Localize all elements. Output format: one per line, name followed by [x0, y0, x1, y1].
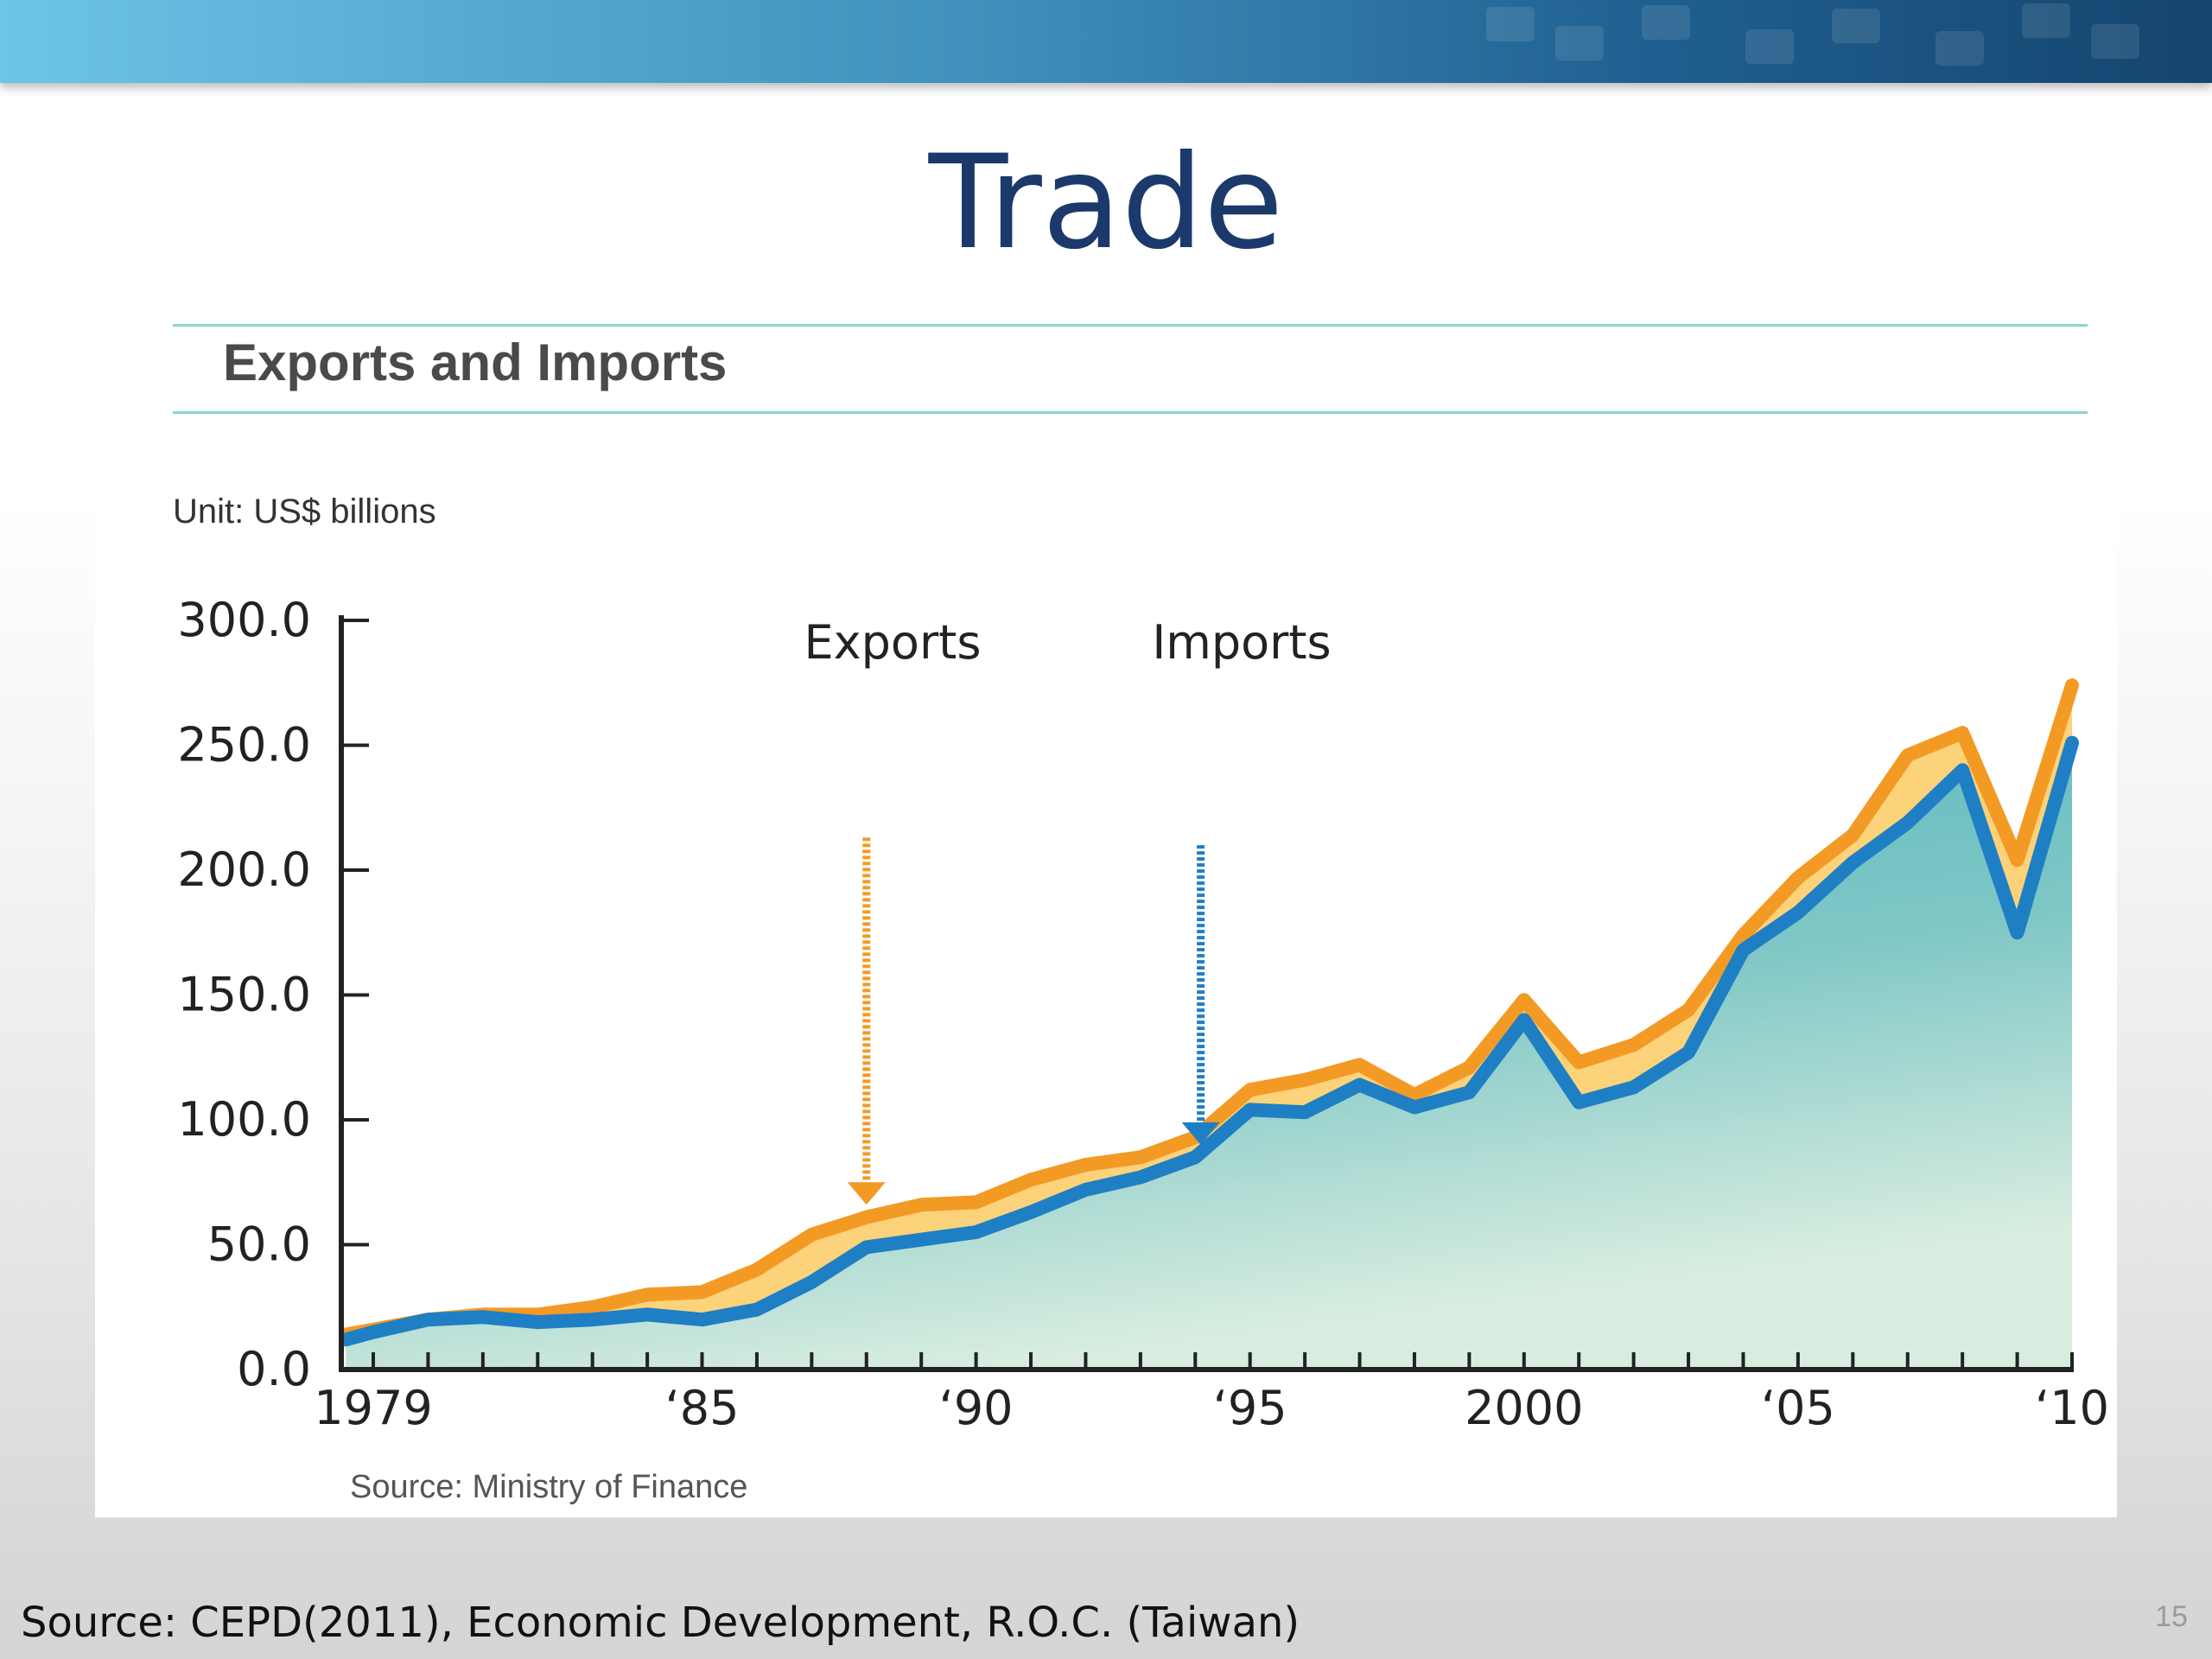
banner-decoration [1382, 0, 2160, 83]
exports-annotation-label: Exports [804, 615, 982, 670]
chart-title: Exports and Imports [223, 334, 728, 391]
exports-arrow-head [847, 1182, 886, 1205]
x-tick-label: ‘05 [1761, 1381, 1835, 1435]
x-tick-label: ‘85 [665, 1381, 740, 1435]
page-number: 15 [2155, 1600, 2188, 1633]
x-tick-label: ‘10 [2035, 1381, 2109, 1435]
x-tick-label: ‘95 [1213, 1381, 1287, 1435]
imports-annotation-label: Imports [1152, 615, 1331, 670]
y-tick-label: 300.0 [177, 593, 311, 647]
y-tick-label: 0.0 [237, 1342, 311, 1396]
imports-line [339, 735, 2079, 1347]
unit-label: Unit: US$ billions [173, 493, 436, 531]
heading-rule-bottom [173, 411, 2088, 414]
y-tick-label: 250.0 [177, 718, 311, 772]
heading-rule-top [173, 324, 2088, 327]
y-tick-label: 100.0 [177, 1092, 311, 1147]
x-tick-label: ‘90 [939, 1381, 1014, 1435]
top-banner [0, 0, 2212, 83]
slide-title: Trade [928, 128, 1284, 278]
y-tick-label: 200.0 [177, 842, 311, 897]
chart-source: Source: Ministry of Finance [350, 1469, 748, 1505]
imports-area [346, 742, 2072, 1370]
x-tick-label: 1979 [314, 1381, 432, 1435]
y-tick-label: 50.0 [207, 1217, 311, 1272]
footer-source: Source: CEPD(2011), Economic Development… [21, 1599, 1300, 1647]
y-tick-label: 150.0 [177, 968, 311, 1022]
imports-arrow-head [1181, 1122, 1220, 1145]
x-tick-label: 2000 [1465, 1381, 1583, 1435]
